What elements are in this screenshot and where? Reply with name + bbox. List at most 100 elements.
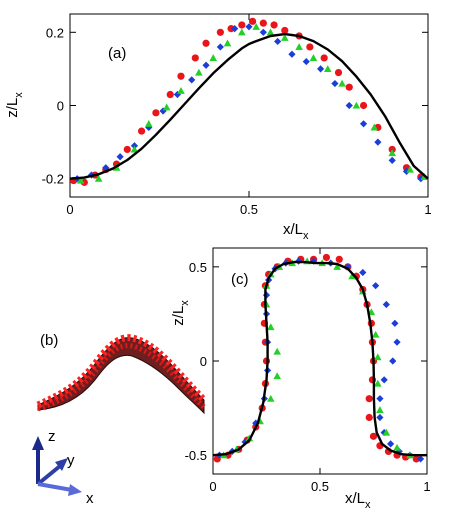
- series-circle: [69, 17, 425, 186]
- data-point-triangle: [252, 23, 260, 30]
- z-arrowhead: [32, 436, 44, 450]
- data-point-triangle: [333, 263, 341, 270]
- data-point-diamond: [116, 153, 124, 161]
- data-point-triangle: [373, 353, 382, 361]
- y-axis-title-sub-a: x: [13, 92, 25, 98]
- x-axis-title-main-a: x/L: [283, 221, 303, 238]
- data-point-diamond: [402, 167, 411, 175]
- x-axis-label: x: [86, 490, 94, 507]
- ticks-c: 0 0.5 1 -0.5 0 0.5: [185, 248, 431, 494]
- data-point-diamond: [359, 120, 368, 128]
- data-point-circle: [345, 83, 353, 91]
- data-point-triangle: [76, 176, 85, 184]
- data-point-circle: [191, 54, 199, 62]
- data-point-diamond: [417, 175, 425, 183]
- y-tick-label: -0.5: [185, 448, 207, 463]
- model-curve: [212, 260, 427, 457]
- data-point-triangle: [144, 120, 153, 127]
- data-point-triangle: [130, 145, 139, 153]
- data-point-triangle: [266, 323, 275, 331]
- data-point-circle: [320, 54, 328, 62]
- panel-c: (c) 0 0.5 1-0.500.5 x/Lx z/Lx: [170, 247, 431, 511]
- panel-label-a: (a): [108, 45, 126, 62]
- data-point-diamond: [376, 413, 384, 422]
- data-point-triangle: [370, 123, 379, 131]
- data-point-diamond: [382, 300, 390, 309]
- data-point-diamond: [259, 28, 267, 36]
- y-axis-label: y: [67, 452, 75, 469]
- data-point-triangle: [223, 39, 232, 47]
- data-point-circle: [152, 109, 160, 117]
- y-arrowhead: [55, 458, 68, 471]
- data-point-circle: [166, 90, 174, 99]
- x-arrowhead: [68, 484, 82, 496]
- data-point-diamond: [391, 319, 399, 327]
- y-axis-title-c: z/Lx: [170, 300, 191, 326]
- data-point-triangle: [406, 165, 414, 173]
- data-point-diamond: [245, 23, 253, 31]
- y-axis-title-a: z/Lx: [4, 92, 25, 118]
- data-point-triangle: [273, 347, 281, 355]
- data-point-circle: [216, 28, 224, 36]
- data-point-triangle: [348, 272, 356, 280]
- data-point-circle: [238, 21, 246, 29]
- data-point-diamond: [387, 440, 395, 448]
- data-point-triangle: [309, 54, 318, 61]
- data-c: [212, 253, 427, 463]
- data-point-triangle: [393, 443, 401, 451]
- data-point-diamond: [416, 455, 425, 463]
- sheet-mid: [37, 343, 206, 412]
- x-axis-title-sub-c: x: [365, 499, 371, 511]
- x-tick-label: 0.5: [311, 479, 329, 494]
- data-point-triangle: [323, 65, 332, 72]
- data-point-circle: [123, 145, 131, 154]
- data-point-circle: [365, 395, 373, 403]
- data-point-circle: [306, 43, 314, 51]
- x-tick-label: 0.5: [240, 202, 258, 217]
- data-point-triangle: [266, 28, 275, 36]
- data-point-circle: [369, 432, 378, 440]
- data-point-triangle: [195, 68, 203, 76]
- data-point-triangle: [238, 28, 246, 36]
- data-a: [69, 17, 429, 186]
- data-point-circle: [334, 68, 343, 77]
- y-tick-label: -0.2: [42, 172, 64, 187]
- model-curve: [69, 32, 429, 180]
- y-tick-label: 0.5: [189, 260, 207, 275]
- data-point-diamond: [388, 156, 396, 164]
- data-point-triangle: [266, 394, 275, 402]
- data-point-triangle: [162, 103, 171, 111]
- data-point-circle: [177, 72, 185, 80]
- data-point-triangle: [295, 43, 303, 50]
- data-point-diamond: [216, 43, 224, 51]
- panel-b: (b) z y x: [32, 332, 207, 507]
- x-axis-title-a: x/Lx: [283, 221, 309, 242]
- y-tick-label: 0.2: [46, 25, 64, 40]
- data-point-diamond: [374, 138, 382, 146]
- data-point-circle: [365, 413, 373, 422]
- coordinate-axes: z y x: [32, 428, 94, 507]
- data-point-circle: [248, 17, 257, 25]
- x-tick-label: 1: [424, 202, 431, 217]
- data-point-triangle: [371, 330, 380, 338]
- data-point-triangle: [281, 33, 289, 41]
- data-point-triangle: [373, 379, 382, 387]
- data-point-circle: [202, 39, 210, 47]
- data-point-circle: [138, 127, 146, 135]
- data-point-diamond: [376, 395, 384, 403]
- data-point-diamond: [309, 257, 318, 265]
- y-axis-title-main-c: z/L: [170, 306, 187, 326]
- data-point-diamond: [317, 65, 325, 73]
- data-point-diamond: [188, 76, 196, 84]
- x-tick-label: 1: [423, 479, 430, 494]
- y-tick-label: 0: [200, 354, 207, 369]
- x-axis-title-sub-a: x: [303, 230, 309, 242]
- panel-label-b: (b): [40, 332, 58, 349]
- data-point-diamond: [288, 50, 296, 58]
- data-point-diamond: [372, 282, 380, 290]
- z-axis-label: z: [48, 428, 56, 445]
- plot-frame-a: [69, 13, 429, 198]
- y-tick-label: 0: [57, 99, 64, 114]
- x-tick-label: 0: [66, 202, 73, 217]
